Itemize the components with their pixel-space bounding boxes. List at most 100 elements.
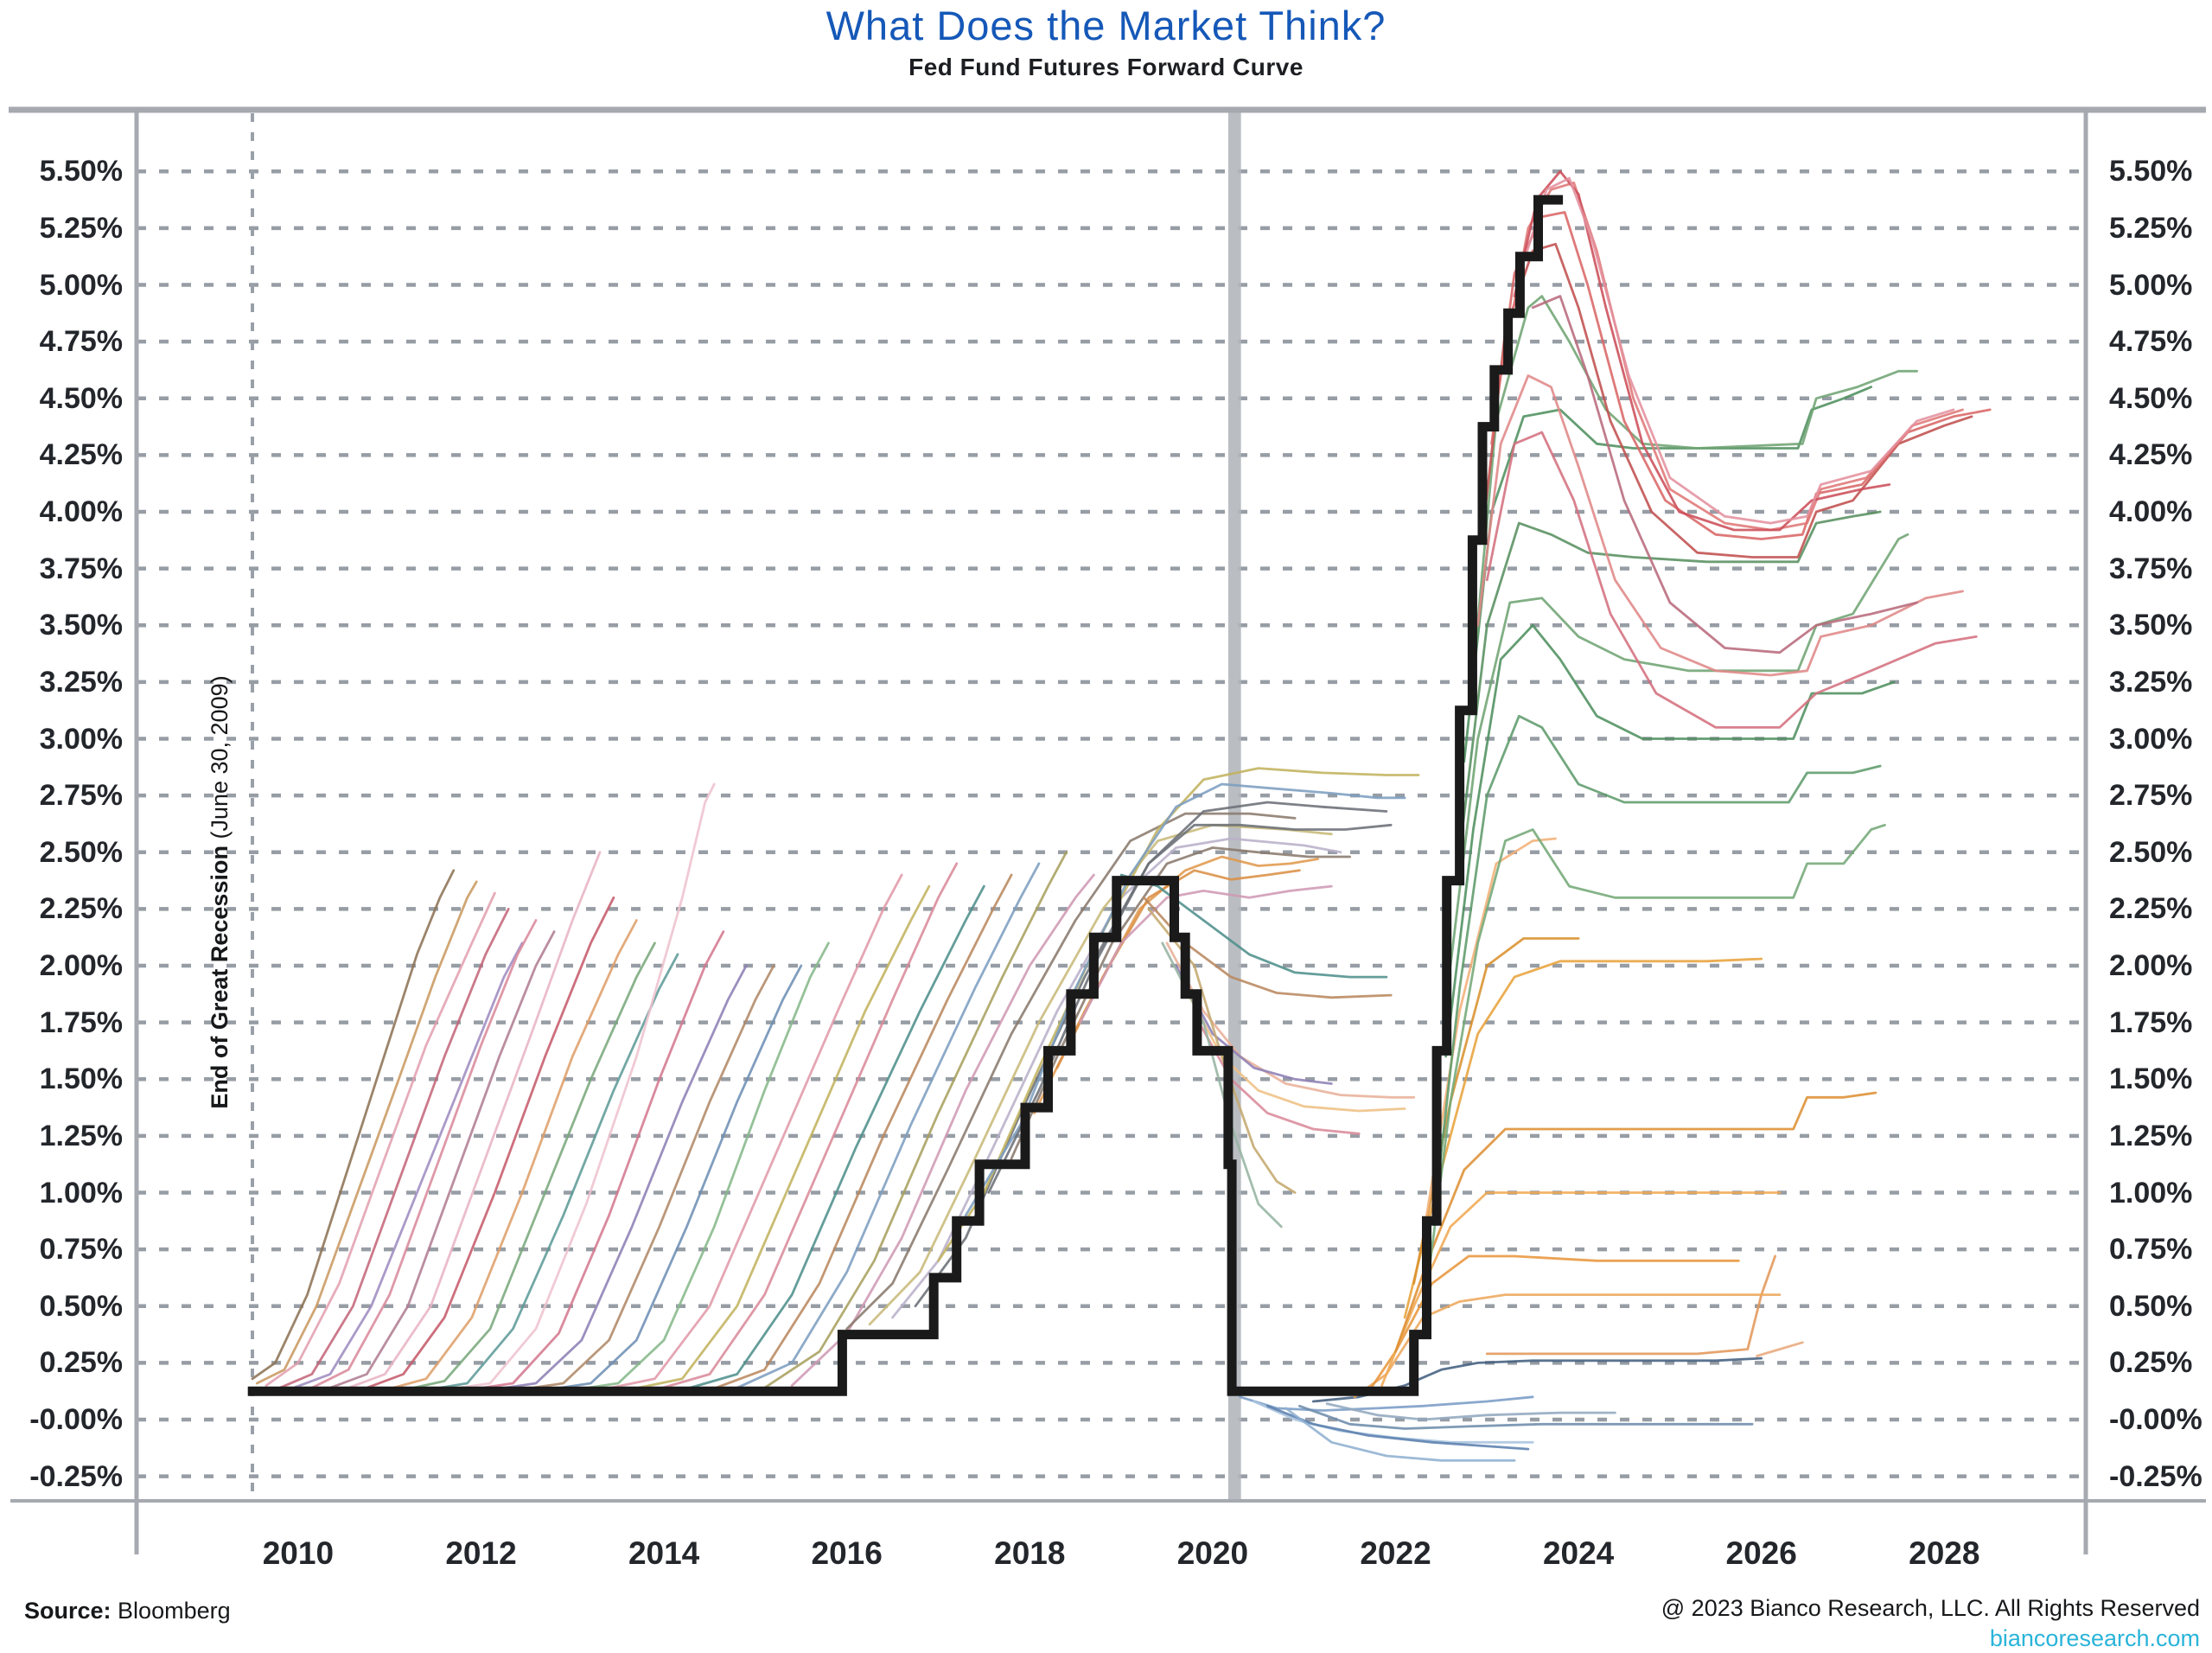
y-axis-label: 4.75% <box>2109 325 2193 359</box>
forward-curve <box>1165 941 1416 1099</box>
forward-curve <box>1298 1404 1754 1430</box>
y-axis-label: 1.25% <box>2109 1119 2193 1152</box>
forward-curve <box>278 908 510 1389</box>
y-axis-label: 5.50% <box>2109 155 2193 188</box>
forward-curve <box>1353 1293 1782 1399</box>
source-note: Source: Bloomberg <box>24 1598 231 1624</box>
forward-curve <box>1284 1407 1516 1462</box>
forward-curve <box>265 891 496 1387</box>
x-axis-label: 2026 <box>1725 1535 1797 1571</box>
y-axis-label: 0.75% <box>2109 1233 2193 1267</box>
y-axis-label: 5.50% <box>39 155 123 188</box>
y-axis-label: 2.00% <box>39 949 123 982</box>
forward-curve <box>626 884 931 1392</box>
y-axis-label: 3.00% <box>39 722 123 756</box>
y-axis-label: 1.00% <box>39 1176 123 1209</box>
forward-curve <box>1380 1191 1782 1387</box>
forward-curve <box>1476 374 1964 677</box>
x-axis-label: 2028 <box>1909 1535 1980 1571</box>
y-axis-label: 5.25% <box>39 211 123 245</box>
y-axis-label: 1.50% <box>2109 1063 2193 1096</box>
website-link[interactable]: biancoresearch.com <box>1989 1625 2200 1651</box>
x-axis-label: 2018 <box>994 1535 1066 1571</box>
y-axis-label: 3.25% <box>39 665 123 699</box>
y-axis-label: 0.25% <box>39 1346 123 1380</box>
y-axis-label: 0.75% <box>39 1233 123 1267</box>
forward-curve <box>1485 1254 1777 1356</box>
y-axis-label: -0.00% <box>2109 1403 2202 1436</box>
y-axis-label: 4.75% <box>39 325 123 359</box>
forward-curve <box>383 919 638 1392</box>
recession-annotation-date: (June 30, 2009) <box>207 675 233 846</box>
y-axis-label: 5.00% <box>2109 268 2193 302</box>
forward-curve <box>1426 823 1886 1285</box>
chart-subtitle: Fed Fund Futures Forward Curve <box>908 54 1304 80</box>
y-axis-label: -0.25% <box>29 1459 123 1493</box>
y-axis-label: 1.50% <box>39 1063 123 1096</box>
forward-curve <box>443 782 716 1392</box>
x-axis-label: 2014 <box>628 1535 700 1571</box>
forward-curve <box>763 851 1068 1389</box>
y-axis-label: 3.50% <box>2109 609 2193 642</box>
forward-curve <box>365 896 615 1389</box>
y-axis-label: 4.25% <box>39 438 123 472</box>
forward-curve <box>310 919 538 1389</box>
forward-curve <box>1522 176 1955 525</box>
y-axis-label: -0.25% <box>2109 1459 2202 1493</box>
y-axis-label: 1.75% <box>39 1005 123 1039</box>
forward-curve <box>1756 1341 1804 1357</box>
x-axis-label: 2012 <box>445 1535 517 1571</box>
forward-curve <box>1367 1254 1740 1394</box>
x-axis-label: 2010 <box>262 1535 335 1571</box>
y-axis-label: 2.75% <box>39 779 123 813</box>
y-axis-label: 5.25% <box>2109 211 2193 245</box>
forward-curve <box>1325 1402 1616 1421</box>
x-axis-label: 2016 <box>811 1535 883 1571</box>
y-axis-label: 2.25% <box>2109 892 2193 926</box>
y-axis-label: 4.50% <box>39 381 123 415</box>
y-axis-label: 1.75% <box>2109 1005 2193 1039</box>
y-axis-label: 1.25% <box>39 1119 123 1152</box>
forward-curve <box>292 941 524 1389</box>
y-axis-label: 0.50% <box>39 1289 123 1323</box>
forward-curve <box>845 812 1297 1331</box>
forward-curve <box>1490 211 1992 540</box>
forward-curve <box>466 930 725 1392</box>
y-axis-label: 5.00% <box>39 268 123 302</box>
forward-curve <box>1403 957 1763 1319</box>
y-axis-label: 2.25% <box>39 892 123 926</box>
y-axis-label: 3.75% <box>39 552 123 585</box>
forward-curve <box>488 964 748 1392</box>
forward-curve <box>598 873 903 1392</box>
copyright-note: @ 2023 Bianco Research, LLC. All Rights … <box>1661 1595 2200 1621</box>
y-axis-label: 2.50% <box>39 835 123 869</box>
y-axis-label: 1.00% <box>2109 1176 2193 1209</box>
forward-curve <box>571 941 830 1392</box>
y-axis-label: 4.00% <box>39 495 123 528</box>
forward-curve <box>544 964 803 1392</box>
recession-annotation-bold: End of Great Recession <box>207 846 233 1109</box>
page-title: What Does the Market Think? <box>826 3 1386 48</box>
forward-curve <box>1183 986 1406 1113</box>
y-axis-label: 0.25% <box>2109 1346 2193 1380</box>
forward-curve <box>708 873 1013 1392</box>
forward-curve <box>1239 1395 1534 1412</box>
source-label: Source: <box>24 1598 112 1624</box>
forward-curve <box>516 964 775 1392</box>
forward-curve <box>1458 510 1882 854</box>
source-value: Bloomberg <box>118 1598 231 1624</box>
forward-curve <box>1079 884 1333 1024</box>
forward-curve <box>653 862 959 1392</box>
forward-curve <box>1435 714 1882 1194</box>
forward-curve <box>1119 873 1388 979</box>
forward-curve <box>1463 386 1873 763</box>
forward-curve <box>255 880 478 1385</box>
forward-curve <box>1499 181 1964 532</box>
y-axis-label: 3.25% <box>2109 665 2193 699</box>
y-axis-label: 3.00% <box>2109 722 2193 756</box>
forward-curve <box>1394 1091 1877 1353</box>
forward-curve <box>1161 941 1283 1229</box>
y-axis-label: 2.75% <box>2109 779 2193 813</box>
forward-curve <box>1266 1404 1530 1451</box>
